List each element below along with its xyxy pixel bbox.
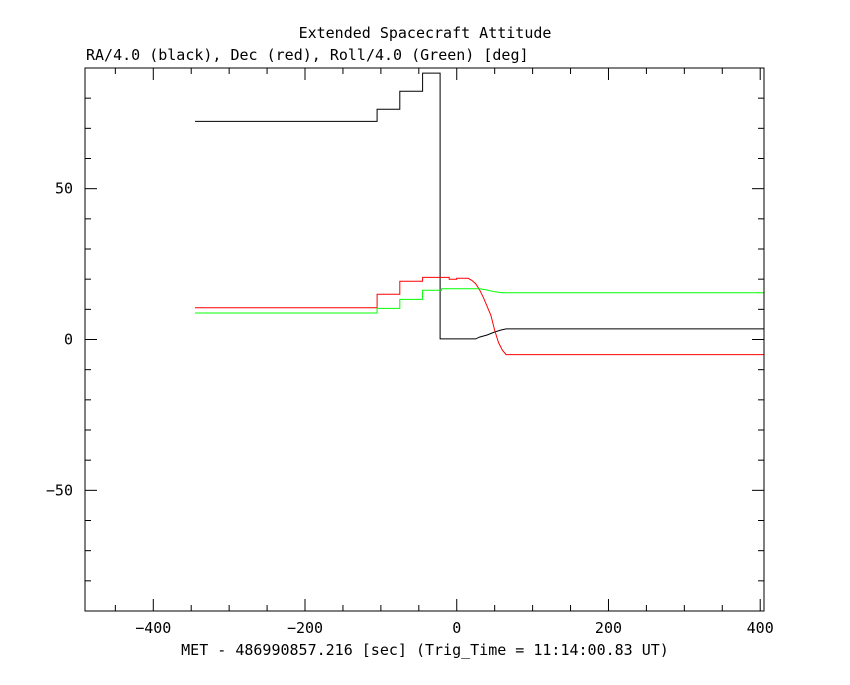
x-tick-label: −200 <box>287 619 323 637</box>
series-line-2 <box>195 288 764 314</box>
axis-ticks: −400 −200 0 200 400 −50 0 50 <box>46 67 774 637</box>
y-tick-label: 0 <box>64 331 73 349</box>
series-line-1 <box>195 276 764 356</box>
y-tick-label: −50 <box>46 481 73 499</box>
series-line-0 <box>195 72 764 340</box>
plot-frame <box>84 67 765 612</box>
x-axis-label: MET - 486990857.216 [sec] (Trig_Time = 1… <box>181 641 669 659</box>
x-tick-label: 200 <box>595 619 622 637</box>
x-tick-label: 400 <box>747 619 774 637</box>
x-tick-label: 0 <box>452 619 461 637</box>
y-tick-label: 50 <box>55 180 73 198</box>
x-tick-label: −400 <box>135 619 171 637</box>
series-layer <box>195 72 764 356</box>
chart-subtitle: RA/4.0 (black), Dec (red), Roll/4.0 (Gre… <box>86 46 529 64</box>
chart-title: Extended Spacecraft Attitude <box>299 24 552 42</box>
